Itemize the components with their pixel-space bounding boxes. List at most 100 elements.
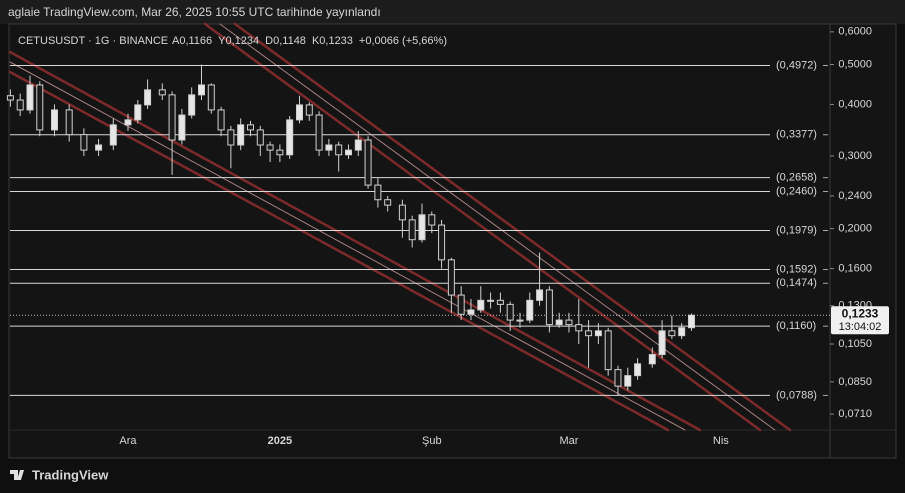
legend-values: A0,1166 Y0,1234 D0,1148 K0,1233 +0,0066 (+5,… [172,35,447,47]
legend-value: K0,1233 [312,35,353,47]
candle-body [266,144,274,151]
candle-body [26,84,34,111]
candle-body [124,119,132,126]
candle-body [80,134,88,151]
candle-body [207,84,215,111]
candle-body [384,199,392,206]
logo-mark [10,470,24,480]
channels [8,22,792,432]
level-label: (0,3377) [776,129,817,141]
y-tick-label: 0,3000 [838,150,872,162]
candle-body [256,129,264,146]
candle-body [178,114,186,141]
candle-body [536,289,544,301]
candle-body [624,375,632,387]
candle-body [109,124,117,146]
footer-text: TradingView [32,467,109,482]
symbol-title: CETUSUSDT · 1G · BINANCE [18,35,168,47]
level-label: (0,1474) [776,277,817,289]
candle-body [418,214,426,241]
candle-body [428,214,436,226]
candle-body [50,109,58,131]
y-tick-label: 0,0710 [838,408,872,420]
footer-logo: TradingView [10,467,109,482]
candle-body [457,294,465,315]
y-tick-label: 0,2000 [838,223,872,235]
last-price-box [831,306,889,335]
candle-body [325,144,333,151]
candle-body [95,144,103,151]
candle-body [217,109,225,131]
candle-body [344,149,352,156]
candle-body [246,124,254,131]
candle-body [158,89,166,96]
candle-body [648,354,656,365]
channel-line [8,70,670,432]
candle-body [335,144,343,156]
candle-body [594,330,602,337]
candle-body [295,104,303,121]
candle-body [144,89,152,106]
candle-body [134,104,142,121]
x-tick-label: 2025 [268,435,292,447]
candle-body [555,319,563,326]
candle-body [575,324,583,332]
candle-body [565,319,573,326]
candle-body [65,109,73,136]
channel-line [9,61,686,431]
header-bar [0,0,905,24]
level-label: (0,1592) [776,263,817,275]
candle-body [227,129,235,146]
candle-body [658,330,666,356]
level-label: (0,4972) [776,59,817,71]
level-label: (0,1160) [776,320,816,332]
candle-body [16,99,24,111]
x-tick-label: Nis [713,435,729,447]
last-price-label: 0,1233 [842,306,879,320]
x-tick-label: Ara [119,435,137,447]
candle-body [467,309,475,315]
candle-body [668,330,676,337]
y-tick-label: 0,6000 [838,26,872,38]
legend-value: D0,1148 [265,35,306,47]
candle-body [614,369,622,387]
candle-body [286,119,294,156]
header-text: aglaie TradingView.com, Mar 26, 2025 10:… [8,5,381,19]
legend-value: +0,0066 (+5,66%) [359,35,447,47]
channel-line [233,22,792,432]
legend-value: Y0,1234 [218,35,259,47]
candle-body [36,84,44,131]
x-tick-label: Mar [560,435,579,447]
level-label: (0,2658) [776,172,817,184]
candle-body [6,95,14,101]
candle-body [447,259,455,296]
candle-body [354,139,362,151]
candle-body [506,303,514,321]
candle-body [604,330,612,371]
candle-body [477,299,485,311]
candle-body [237,124,245,146]
candle-body [364,139,372,186]
channel-line [8,50,702,432]
candle-body [526,299,534,321]
y-tick-label: 0,1050 [838,338,872,350]
candle-body [197,84,205,96]
candle-body [408,219,416,241]
candle-body [687,314,695,329]
x-tick-label: Şub [422,435,442,447]
channel-line [219,23,776,431]
y-tick-label: 0,0850 [838,376,872,388]
candle-body [585,330,593,337]
candle-body [276,149,284,156]
candle-body [634,363,642,377]
candle-body [305,104,313,116]
candle-body [545,289,553,326]
legend-value: A0,1166 [172,35,212,47]
candle-body [188,94,196,116]
candle-body [487,299,495,302]
candle-body [438,224,446,261]
candle-body [398,204,406,221]
y-tick-label: 0,2400 [838,190,872,202]
channel-line [203,22,762,432]
